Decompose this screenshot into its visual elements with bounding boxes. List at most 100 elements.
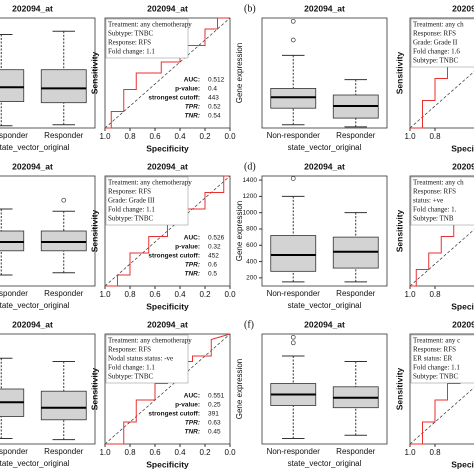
outlier — [290, 340, 296, 346]
stat-value: 0.25 — [208, 402, 221, 409]
x-tick-label: Non-responder — [267, 289, 321, 298]
x-tick-label: Non-responder — [0, 131, 28, 140]
stat-label: AUC: — [184, 393, 200, 400]
legend-box — [105, 334, 189, 384]
legend-text: Subtype: TNBC — [108, 215, 154, 223]
x-tick-label: 1.0 — [99, 448, 111, 457]
y-axis-label: Sensitivity — [394, 209, 404, 252]
x-axis-label: state_vector_original — [0, 143, 70, 152]
legend-text: Subtype: TNBC — [413, 373, 459, 381]
legend-box — [410, 176, 474, 226]
x-tick-label: Responder — [44, 289, 83, 298]
plot-frame — [104, 17, 231, 129]
legend-text: Subtype: TNBC — [108, 30, 154, 38]
stat-value: 443 — [208, 95, 219, 102]
x-tick-label: 0.4 — [174, 132, 186, 141]
legend-text: Treatment: any ch — [413, 21, 464, 29]
chart-title: 202094_at — [452, 3, 474, 13]
legend-text: Response: RFS — [108, 346, 151, 354]
chart-title: 202094_at — [147, 319, 188, 329]
legend-text: Response: RFS — [413, 346, 456, 354]
legend-text: Response: RFS — [108, 39, 151, 47]
x-tick-label: 0.6 — [149, 132, 161, 141]
chart-title: 202094_at — [147, 3, 188, 13]
plot-frame — [261, 175, 388, 287]
y-axis-label: Sensitivity — [394, 51, 404, 94]
legend-text: Nodal status status: -ve — [108, 355, 173, 363]
y-axis-label: Gene expression — [235, 201, 244, 261]
box — [270, 235, 317, 272]
x-axis-label: state_vector_original — [0, 301, 70, 310]
x-tick-label: Responder — [44, 131, 83, 140]
box — [270, 88, 317, 109]
legend-box — [105, 18, 189, 59]
x-tick-label: 0.8 — [429, 448, 441, 457]
x-tick-label: 0.8 — [429, 290, 441, 299]
legend-text: ER status: ER — [413, 355, 453, 363]
plot-frame — [261, 17, 388, 129]
x-tick-label: 0.8 — [124, 132, 136, 141]
x-tick-label: 1.0 — [404, 290, 416, 299]
stat-label: strongest cutoff: — [148, 253, 200, 260]
legend-box — [105, 176, 189, 226]
stat-value: 0.63 — [208, 420, 221, 427]
x-tick-label: 0.8 — [429, 132, 441, 141]
stat-value: 0.551 — [208, 393, 225, 400]
y-tick-label: 400 — [246, 258, 257, 265]
stat-value: 0.5 — [208, 271, 217, 278]
outlier — [290, 176, 296, 181]
plot-frame — [0, 333, 96, 445]
legend-text: Fold change: 1.6 — [413, 48, 460, 56]
box — [40, 230, 87, 252]
y-tick-label: 200 — [246, 275, 257, 282]
x-axis-label: Specificity — [451, 143, 474, 153]
legend-text: Treatment: any chemotherapy — [108, 179, 192, 187]
legend-text: Fold change: 1. — [413, 206, 457, 214]
x-tick-label: Non-responder — [267, 447, 321, 456]
stat-label: TPR: — [185, 262, 200, 269]
panel-label: (b) — [244, 3, 256, 14]
y-axis-label: Gene expression — [235, 43, 244, 103]
roc-curve — [410, 367, 461, 445]
x-axis-label: Specificity — [451, 459, 474, 469]
legend-text: Fold change: 1.1 — [108, 206, 155, 214]
plot-frame — [0, 17, 96, 129]
plot-frame — [104, 175, 231, 287]
stat-value: 0.54 — [208, 113, 221, 120]
stat-value: 0.32 — [208, 244, 221, 251]
x-tick-label: 0.0 — [224, 132, 236, 141]
stat-label: TNR: — [184, 113, 200, 120]
stat-value: 391 — [208, 411, 219, 418]
stat-label: TPR: — [185, 104, 200, 111]
chart-title: 202094_at — [12, 161, 53, 171]
x-tick-label: 0.4 — [174, 448, 186, 457]
legend-text: Response: RFS — [108, 188, 151, 196]
diagonal — [409, 71, 474, 129]
x-tick-label: Responder — [44, 447, 83, 456]
plot-frame — [104, 333, 231, 445]
x-axis-label: state_vector_original — [288, 143, 362, 152]
legend-text: Fold change: 1.1 — [413, 364, 460, 372]
x-tick-label: 0.2 — [199, 448, 211, 457]
stat-label: TNR: — [184, 271, 200, 278]
legend-text: Response: RFS — [413, 188, 456, 196]
x-tick-label: 1.0 — [99, 290, 111, 299]
outlier — [61, 197, 67, 203]
legend-text: Grade: Grade II — [413, 39, 458, 47]
y-tick-label: 1200 — [243, 193, 258, 200]
legend-text: Treatment: any chemotherapy — [108, 21, 192, 29]
x-tick-label: 1.0 — [404, 448, 416, 457]
plot-frame — [0, 175, 96, 287]
diagonal — [104, 17, 231, 129]
x-tick-label: 0.0 — [224, 290, 236, 299]
y-tick-label: 800 — [246, 226, 257, 233]
y-axis-label: Sensitivity — [394, 367, 404, 410]
y-tick-label: 1000 — [243, 209, 258, 216]
diagonal — [409, 387, 474, 445]
x-tick-label: Responder — [336, 289, 375, 298]
legend-box — [410, 18, 474, 68]
x-axis-label: state_vector_original — [288, 459, 362, 468]
stat-value: 0.512 — [208, 77, 225, 84]
x-tick-label: Non-responder — [0, 289, 28, 298]
panel-label: (d) — [244, 161, 256, 172]
